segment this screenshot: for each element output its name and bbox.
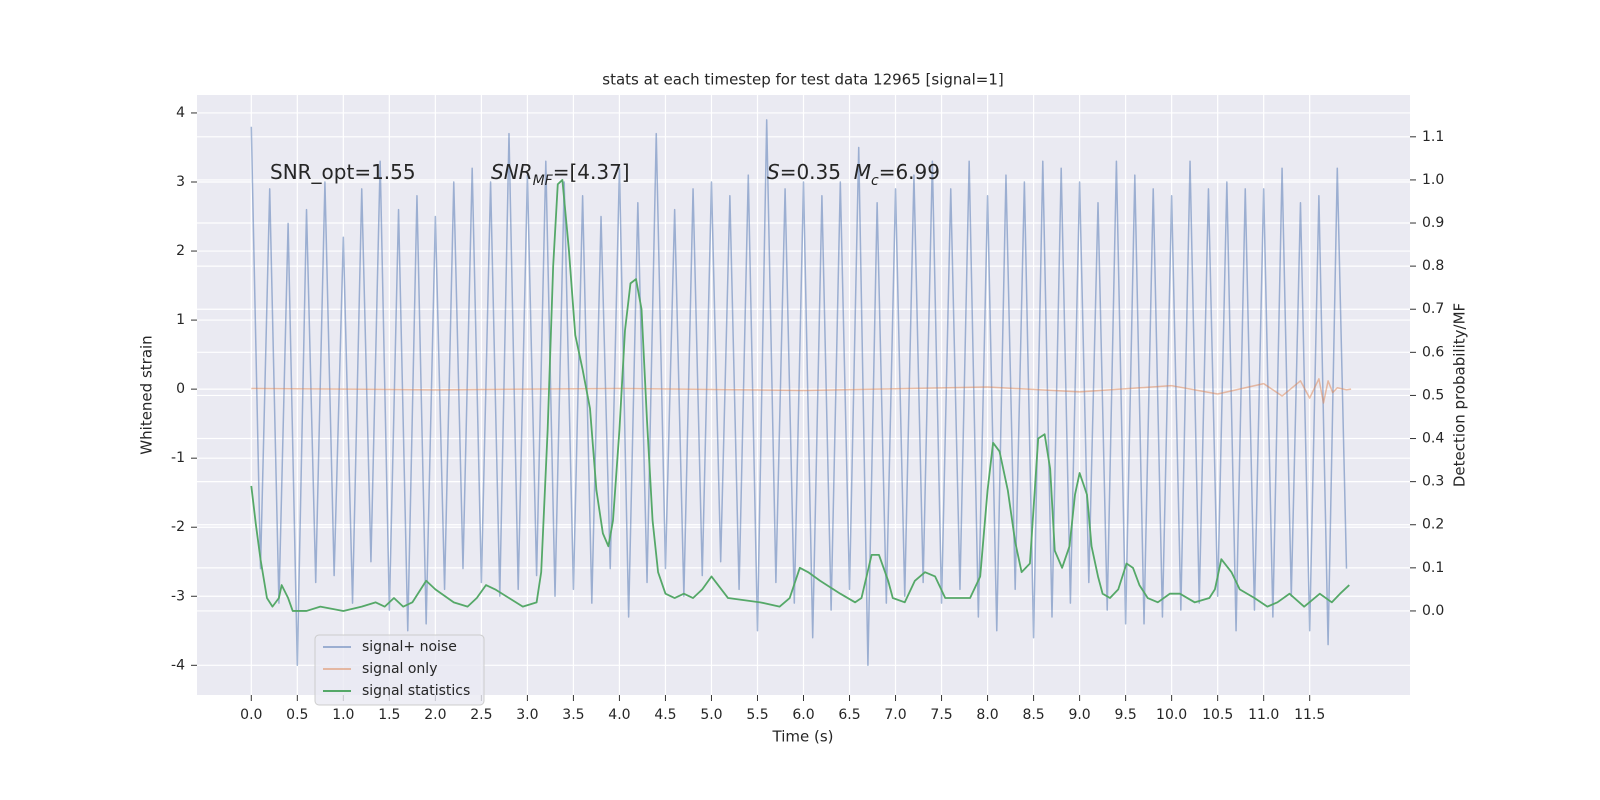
y-tick-label: -1 (171, 450, 185, 466)
x-tick-label: 1.5 (378, 707, 400, 723)
annotation-part: =[4.37] (553, 160, 630, 184)
y-tick-label: -4 (171, 657, 185, 673)
y2-tick-label: 0.8 (1422, 258, 1444, 274)
x-tick-label: 4.0 (608, 707, 630, 723)
legend-label: signal only (362, 661, 437, 677)
annotation: SNRMF=[4.37] (491, 160, 630, 190)
x-tick-label: 0.0 (240, 707, 262, 723)
x-tick-label: 2.5 (470, 707, 492, 723)
y2-tick-label: 1.1 (1422, 129, 1444, 145)
annotation-part: S (767, 160, 780, 184)
y-tick-label: 3 (176, 174, 185, 190)
annotation-part: =0.35 (780, 160, 854, 184)
y-tick-label: 1 (176, 312, 185, 328)
y2-tick-label: 0.9 (1422, 215, 1444, 231)
y-tick-label: 4 (176, 105, 185, 121)
y-axis-label: Whitened strain (138, 335, 156, 454)
x-tick-label: 3.5 (562, 707, 584, 723)
y2-tick-label: 1.0 (1422, 172, 1444, 188)
legend-box (314, 634, 485, 706)
chart-title: stats at each timestep for test data 129… (602, 71, 1003, 89)
y2-tick-label: 0.4 (1422, 431, 1444, 447)
x-tick-label: 11.0 (1248, 707, 1279, 723)
series-line (250, 179, 1350, 612)
y2-tick-label: 0.7 (1422, 301, 1444, 317)
annotation-part: c (871, 173, 879, 189)
y-tick-label: -3 (171, 588, 185, 604)
annotation-part: SNR_opt=1.55 (270, 160, 416, 184)
y2-tick-label: 0.3 (1422, 474, 1444, 490)
x-tick-label: 10.0 (1156, 707, 1187, 723)
y-tick-label: 0 (176, 381, 185, 397)
x-tick-label: 5.5 (746, 707, 768, 723)
x-tick-label: 4.5 (654, 707, 676, 723)
y2-tick-label: 0.0 (1422, 603, 1444, 619)
x-tick-label: 3.0 (516, 707, 538, 723)
y2-tick-label: 0.6 (1422, 344, 1444, 360)
series-line (251, 378, 1352, 404)
y2-tick-label: 0.5 (1422, 387, 1444, 403)
annotation: SNR_opt=1.55 (270, 160, 416, 184)
x-tick-label: 2.0 (424, 707, 446, 723)
y2-tick-label: 0.1 (1422, 560, 1444, 576)
y2-axis-label: Detection probability/MF (1451, 303, 1469, 487)
x-tick-label: 8.5 (1022, 707, 1044, 723)
annotation-part: =6.99 (879, 160, 940, 184)
x-tick-label: 7.5 (930, 707, 952, 723)
x-tick-label: 8.0 (976, 707, 998, 723)
series-line (250, 119, 1348, 667)
legend-label: signal statistics (362, 683, 470, 699)
annotation-part: SNR (491, 160, 533, 184)
y2-tick-label: 0.2 (1422, 517, 1444, 533)
legend-label: signal+ noise (362, 639, 457, 655)
y-tick-label: 2 (176, 243, 185, 259)
x-tick-label: 6.0 (792, 707, 814, 723)
x-tick-label: 0.5 (286, 707, 308, 723)
x-tick-label: 5.0 (700, 707, 722, 723)
x-axis-label: Time (s) (772, 728, 834, 746)
x-tick-label: 7.0 (884, 707, 906, 723)
annotation-part: MF (533, 173, 554, 189)
y-tick-label: -2 (171, 519, 185, 535)
x-tick-label: 10.5 (1202, 707, 1233, 723)
x-tick-label: 11.5 (1294, 707, 1325, 723)
x-tick-label: 6.5 (838, 707, 860, 723)
annotation-part: M (854, 160, 871, 184)
x-tick-label: 9.5 (1114, 707, 1136, 723)
x-tick-label: 1.0 (332, 707, 354, 723)
annotation: S=0.35 Mc=6.99 (767, 160, 940, 190)
x-tick-label: 9.0 (1068, 707, 1090, 723)
